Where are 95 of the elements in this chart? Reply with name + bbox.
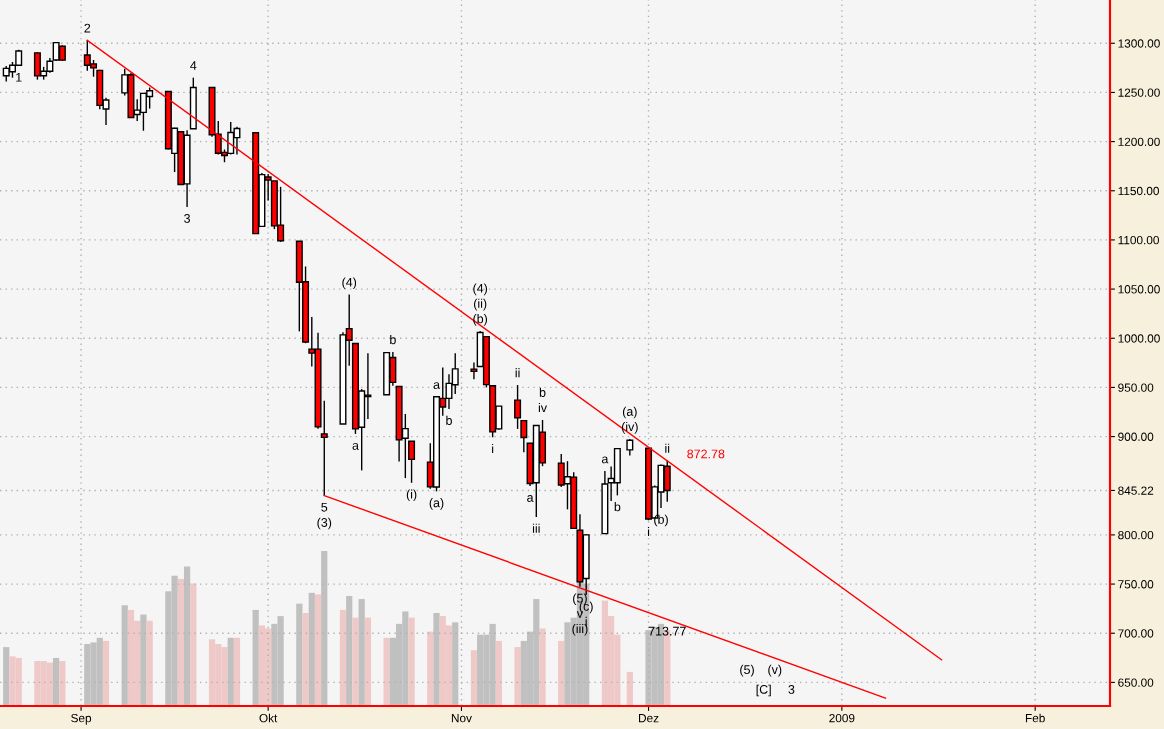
bar [364,617,372,706]
annotation: (4) [473,283,488,296]
y-tick-label: 1250.00 [1118,88,1160,97]
bar [339,609,347,706]
bar [452,622,459,706]
annotation: b [539,387,546,397]
bar [495,640,502,706]
bar [302,613,309,706]
annotation: (4) [342,277,357,290]
y-tick-label: 1100.00 [1118,235,1159,245]
bar [296,603,303,706]
y-tick-label: 750.00 [1118,580,1154,589]
bar [514,647,521,706]
annotation: ii [515,368,520,378]
candlestick [514,384,522,430]
annotation: (b) [473,314,488,326]
annotation: (b) [654,514,668,527]
annotation: (iv) [621,422,638,434]
annotation: 2 [84,23,91,33]
annotation: 713.77 [648,626,686,636]
y-tick-label: 1050.00 [1118,285,1160,294]
x-tick-label: 2009 [829,713,855,723]
annotation: iii [532,523,540,533]
x-tick-label: Feb [1025,713,1045,723]
annotation: iv [538,403,547,413]
bar [227,637,234,706]
annotation: (v) [768,664,782,677]
y-tick-label: 1000.00 [1118,334,1160,343]
bar [140,614,147,706]
annotation: [C] [756,684,771,697]
bar [539,628,546,706]
annotation: a [433,382,440,389]
annotation: (i) [406,489,417,502]
annotation: b [390,334,396,345]
bar [470,650,478,706]
x-tick-label: Sep [71,713,92,725]
bar [177,578,184,706]
x-tick-label: Nov [451,714,472,723]
y-tick-label: 1300.00 [1118,39,1160,48]
bar [626,671,633,706]
y-tick-label: 1200.00 [1118,137,1160,146]
bar [252,609,259,706]
bar [183,566,191,706]
bar [3,647,10,706]
annotation: (iii) [572,623,588,636]
bar [102,640,110,706]
bar [358,599,365,706]
y-tick-label: 950.00 [1118,383,1154,392]
bar [53,657,60,706]
y-tick-label: 700.00 [1118,629,1154,638]
annotation: a [601,456,609,464]
y-tick-label: 800.00 [1118,530,1154,540]
annotation: i [647,526,650,536]
bar [314,594,322,706]
x-tick-label: Okt [259,713,278,723]
annotation: (3) [317,517,332,530]
bar [558,640,565,706]
bar [321,551,328,706]
bar [383,637,390,706]
bar [427,631,434,706]
annotation: 3 [788,684,795,694]
bar [433,613,440,706]
bar [346,595,353,706]
bar [308,592,315,706]
y-tick-label: 845.22 [1118,486,1154,495]
annotation: a [352,442,359,450]
annotation: i [585,616,587,626]
y-tick-label: 650.00 [1118,678,1154,687]
y-tick-label: 1150.00 [1118,186,1159,196]
x-tick-label: Dez [639,714,659,723]
annotation: (ii) [474,298,487,311]
bar [121,605,128,706]
annotation: ii [665,443,670,453]
annotation: b [446,415,452,425]
annotation: (5) [740,664,754,677]
annotation: i [492,443,494,453]
bar [190,583,197,706]
bar [59,661,66,706]
candlestick [408,440,416,484]
bar [352,617,359,706]
bar [146,620,153,706]
annotation: (a) [429,498,444,510]
candlestick [520,419,528,453]
annotation: 1 [16,73,22,82]
annotation: (a) [622,406,637,419]
annotation: 4 [190,61,197,70]
annotation: b [614,502,621,512]
bar [233,637,241,706]
y-tick-label: 900.00 [1118,432,1154,441]
annotation: a [527,495,534,502]
annotation: 872.78 [687,449,725,459]
candlestick [470,361,478,380]
annotation: 5 [321,502,328,512]
bar [408,617,415,706]
annotation: 3 [184,213,191,223]
